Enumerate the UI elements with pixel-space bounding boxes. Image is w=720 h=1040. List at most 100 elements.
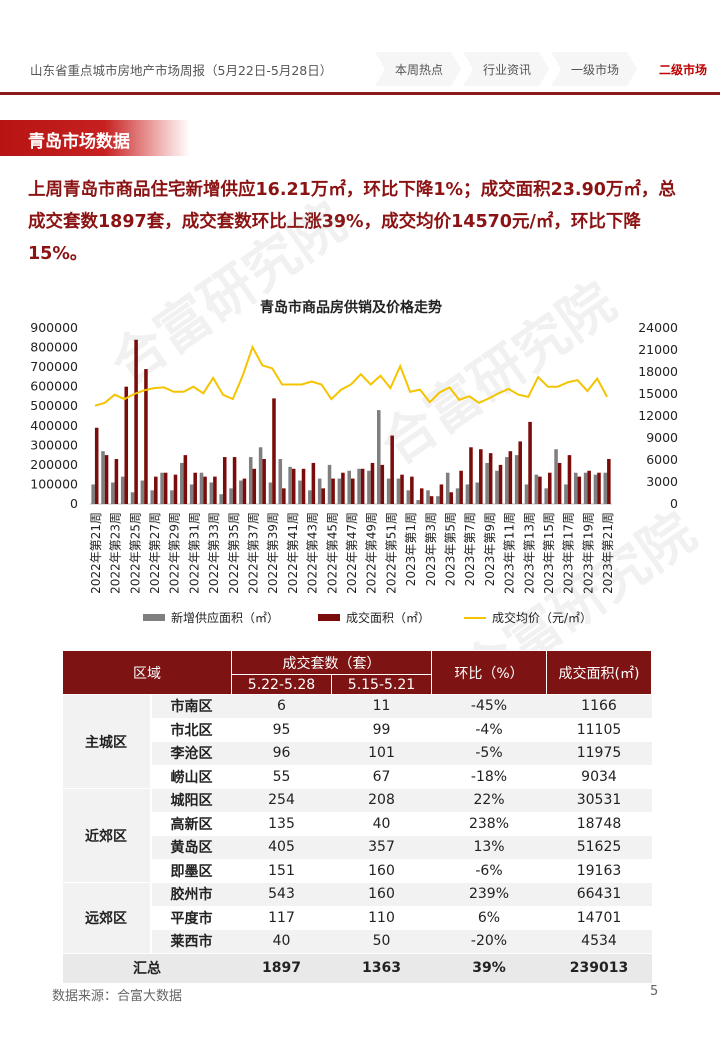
transaction-bar — [301, 468, 306, 504]
transaction-bar — [351, 478, 355, 504]
x-tick-label: 2022年第21周 — [89, 512, 103, 594]
transaction-bar — [459, 470, 463, 504]
supply-bar — [130, 492, 135, 504]
transaction-bar — [488, 453, 493, 504]
report-title: 山东省重点城市房地产市场周报（5月22日-5月28日） — [30, 63, 333, 78]
previous-units-cell: 99 — [331, 718, 432, 742]
x-tick-label: 2022年第37周 — [247, 512, 261, 594]
transaction-bar — [193, 472, 197, 504]
current-units-cell: 96 — [231, 741, 332, 766]
region-cell: 近郊区 — [62, 788, 152, 883]
supply-bar — [101, 451, 105, 504]
supply-bar — [327, 464, 332, 504]
transaction-bar — [360, 468, 365, 504]
section-title: 青岛市场数据 — [28, 132, 130, 152]
supply-bar — [426, 490, 430, 504]
supply-bar — [357, 468, 361, 504]
x-tick-label: 2022年第51周 — [384, 512, 398, 594]
section-banner: 青岛市场数据 — [0, 120, 190, 156]
supply-bar — [317, 478, 322, 504]
nav-tab-secondary-market[interactable]: 二级市场 — [639, 52, 720, 86]
supply-bar — [268, 482, 273, 504]
change-cell: 13% — [431, 835, 547, 860]
transaction-bar — [203, 476, 207, 504]
transaction-bar — [321, 488, 325, 504]
transaction-bar — [439, 484, 444, 504]
transaction-bar — [252, 468, 257, 504]
area-cell: 11975 — [546, 741, 652, 766]
change-cell: -6% — [431, 859, 547, 883]
legend-label-transaction: 成交面积（㎡） — [346, 610, 430, 625]
transaction-bar — [508, 451, 513, 504]
area-cell: 9034 — [546, 765, 652, 789]
supply-bar — [180, 462, 184, 504]
transaction-bar — [124, 386, 129, 504]
current-units-cell: 6 — [231, 694, 332, 719]
supply-bar — [524, 484, 529, 504]
summary-text: 上周青岛市商品住宅新增供应16.21万㎡，环比下降1%；成交面积23.90万㎡，… — [28, 180, 676, 264]
y-left-tick-label: 600000 — [30, 379, 78, 394]
x-tick-label: 2023年第21周 — [601, 512, 615, 594]
x-tick-label: 2023年第17周 — [562, 512, 576, 594]
supply-bar — [396, 478, 401, 504]
page-header: 山东省重点城市房地产市场周报（5月22日-5月28日） 本周热点 行业资讯 一级… — [0, 0, 720, 96]
previous-units-cell: 50 — [331, 929, 432, 954]
header-region: 区域 — [62, 650, 232, 695]
x-tick-label: 2023年第1周 — [404, 512, 418, 586]
transaction-bar — [577, 476, 582, 504]
transaction-bar — [282, 488, 286, 504]
area-cell: 14701 — [546, 906, 652, 930]
y-right-tick-label: 3000 — [646, 474, 678, 489]
current-units-cell: 95 — [231, 718, 332, 742]
x-tick-label: 2022年第41周 — [286, 512, 300, 594]
x-tick-label: 2022年第45周 — [325, 512, 339, 594]
transaction-bar — [557, 462, 562, 504]
change-cell: -20% — [431, 929, 547, 954]
supply-bar — [514, 455, 519, 504]
transaction-bar — [134, 339, 138, 504]
district-cell: 平度市 — [150, 906, 232, 930]
transaction-bar — [242, 478, 247, 504]
x-tick-label: 2022年第27周 — [148, 512, 162, 594]
supply-bar — [485, 462, 489, 504]
table-body: 主城区 市南区 6 11 -45% 1166 市北区 95 99 -4% 11105 李沧区 96 101… — [62, 694, 652, 984]
nav-tab-hot-topics[interactable]: 本周热点 — [375, 52, 461, 86]
transaction-bar — [341, 472, 345, 504]
previous-units-cell: 101 — [331, 741, 432, 766]
supply-bar — [495, 470, 499, 504]
district-cell: 高新区 — [150, 812, 232, 836]
x-tick-label: 2022年第33周 — [207, 512, 221, 594]
transaction-bar — [114, 459, 119, 504]
header-period-previous: 5.15-5.21 — [331, 674, 432, 695]
supply-bar — [564, 484, 568, 504]
nav-tab-primary-market[interactable]: 一级市场 — [551, 52, 637, 86]
table-row: 市北区 95 99 -4% 11105 — [63, 718, 652, 742]
legend-label-price: 成交均价（元/㎡） — [492, 610, 592, 625]
y-right-tick-label: 12000 — [638, 408, 678, 423]
header-divider — [0, 92, 720, 95]
total-current-cell: 1897 — [231, 953, 332, 984]
supply-bar — [199, 472, 204, 504]
nav-tab-industry-news[interactable]: 行业资讯 — [463, 52, 549, 86]
supply-bar — [386, 478, 391, 504]
legend-swatch-transaction — [318, 614, 340, 621]
x-tick-label: 2022年第35周 — [227, 512, 241, 594]
transaction-bar — [567, 455, 572, 504]
y-right-tick-label: 24000 — [638, 320, 678, 335]
supply-bar — [583, 472, 588, 504]
supply-sales-price-chart: 青岛市商品房供销及价格走势 0 100000 200000 300000 400000 50… — [0, 290, 720, 640]
table-row: 崂山区 55 67 -18% 9034 — [63, 765, 652, 789]
supply-bar — [544, 488, 548, 504]
district-cell: 胶州市 — [150, 882, 232, 907]
supply-bar — [465, 484, 470, 504]
transaction-bar — [331, 478, 335, 504]
transaction-bar — [104, 455, 109, 504]
x-tick-label: 2022年第47周 — [345, 512, 359, 594]
current-units-cell: 254 — [231, 788, 332, 813]
supply-bar — [475, 482, 480, 504]
x-tick-label: 2022年第49周 — [365, 512, 379, 594]
area-cell: 1166 — [546, 694, 652, 719]
previous-units-cell: 67 — [331, 765, 432, 789]
supply-bar — [91, 484, 95, 504]
district-cell: 市北区 — [150, 718, 232, 742]
